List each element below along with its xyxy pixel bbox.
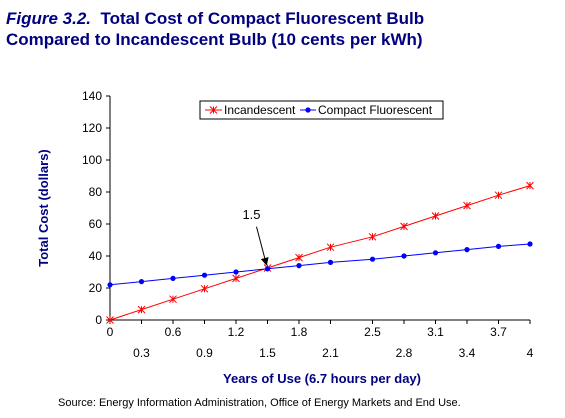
data-point [232, 274, 240, 283]
chart-title: Figure 3.2. Total Cost of Compact Fluore… [6, 8, 424, 50]
data-point [327, 259, 334, 265]
annotation-layer: 1.5 [242, 207, 269, 266]
data-point [463, 201, 471, 210]
x-tick-label: 3.1 [427, 325, 444, 339]
labels-layer: Years of Use (6.7 hours per day) Total C… [36, 149, 421, 386]
x-tick-label: 2.5 [364, 325, 381, 339]
y-axis-label: Total Cost (dollars) [36, 149, 51, 266]
source-note: Source: Energy Information Administratio… [58, 397, 461, 409]
x-axis-label: Years of Use (6.7 hours per day) [223, 371, 421, 386]
y-tick-label: 100 [82, 153, 102, 167]
x-tick-label: 0 [107, 325, 114, 339]
y-tick-label: 80 [89, 185, 103, 199]
y-tick-label: 0 [95, 313, 102, 327]
data-point [138, 279, 145, 285]
x-tick-label: 4 [527, 346, 534, 360]
legend-label-fluorescent: Compact Fluorescent [318, 103, 433, 117]
data-point [464, 247, 470, 253]
data-point [527, 241, 533, 247]
data-point [264, 266, 271, 272]
series-line [109, 243, 531, 286]
data-point [369, 256, 376, 262]
data-point [401, 253, 407, 259]
axes: 0 20 40 60 80 100 120 140 0 0.6 1.2 1.8 2.5 3.1 3.7 0.3… [82, 89, 534, 360]
data-point [526, 181, 534, 190]
data-point [170, 275, 176, 281]
x-tick-label: 2.1 [322, 346, 339, 360]
x-tick-label: 3.4 [459, 346, 476, 360]
figure-label: Figure 3.2. [6, 9, 92, 28]
data-point [200, 284, 209, 293]
x-tick-label: 3.7 [490, 325, 507, 339]
x-tick-label: 2.8 [396, 346, 413, 360]
title-line-2: Compared to Incandescent Bulb (10 cents … [6, 30, 423, 49]
legend-marker-fluorescent [305, 107, 311, 113]
data-point [201, 272, 208, 278]
data-point [400, 222, 408, 231]
data-point [106, 316, 114, 324]
y-tick-label: 60 [89, 217, 103, 231]
data-point [431, 212, 440, 220]
data-point [169, 295, 177, 304]
y-tick-label: 40 [89, 249, 103, 263]
data-point [494, 191, 503, 200]
series-layer [106, 181, 534, 324]
x-tick-label: 1.8 [291, 325, 308, 339]
data-point [137, 305, 146, 314]
data-point [209, 106, 218, 114]
data-point [107, 282, 113, 288]
series-line [109, 185, 531, 321]
y-tick-label: 20 [89, 281, 103, 295]
series-compact-fluorescent [107, 241, 533, 288]
data-point [296, 263, 302, 269]
annotation-arrow [256, 226, 269, 266]
data-point [326, 243, 335, 252]
legend-label-incandescent: Incandescent [224, 103, 296, 117]
y-tick-label: 140 [82, 89, 102, 103]
x-tick-label: 1.5 [259, 346, 276, 360]
data-point [295, 253, 303, 262]
data-point [495, 243, 502, 249]
x-tick-label: 0.3 [133, 346, 150, 360]
data-point [233, 269, 239, 275]
data-point [368, 232, 377, 241]
annotation-label: 1.5 [242, 207, 260, 222]
x-tick-label: 0.6 [165, 325, 182, 339]
legend-box [199, 100, 444, 120]
x-tick-label: 1.2 [228, 325, 245, 339]
y-tick-label: 120 [82, 121, 102, 135]
title-line-1: Figure 3.2. Total Cost of Compact Fluore… [6, 8, 424, 29]
x-tick-label: 0.9 [196, 346, 213, 360]
data-point [432, 250, 439, 256]
title-text-1: Total Cost of Compact Fluorescent Bulb [100, 9, 425, 28]
legend: Incandescent Compact Fluorescent [199, 100, 444, 120]
series-incandescent [106, 181, 534, 324]
